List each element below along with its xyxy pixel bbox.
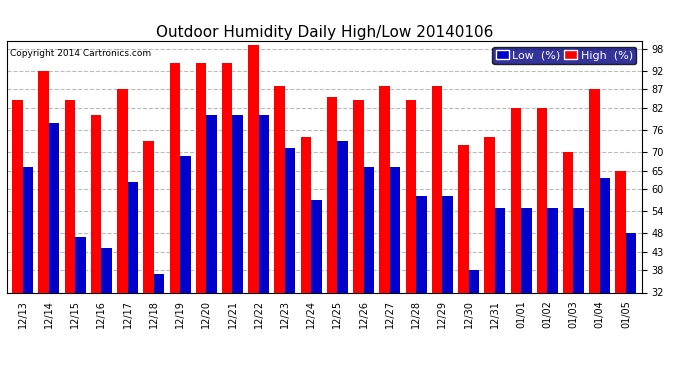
Bar [311, 200, 322, 292]
Bar [91, 115, 101, 292]
Bar [49, 123, 59, 292]
Bar [170, 63, 180, 292]
Bar [573, 207, 584, 292]
Bar [353, 100, 364, 292]
Title: Outdoor Humidity Daily High/Low 20140106: Outdoor Humidity Daily High/Low 20140106 [156, 25, 493, 40]
Bar [511, 108, 521, 292]
Bar [75, 237, 86, 292]
Bar [600, 178, 610, 292]
Bar [101, 248, 112, 292]
Text: Copyright 2014 Cartronics.com: Copyright 2014 Cartronics.com [10, 49, 151, 58]
Bar [521, 207, 531, 292]
Bar [233, 115, 243, 292]
Bar [615, 171, 626, 292]
Bar [301, 137, 311, 292]
Bar [458, 145, 469, 292]
Legend: Low  (%), High  (%): Low (%), High (%) [493, 47, 636, 64]
Bar [196, 63, 206, 292]
Bar [65, 100, 75, 292]
Bar [469, 270, 479, 292]
Bar [180, 156, 190, 292]
Bar [537, 108, 547, 292]
Bar [589, 89, 600, 292]
Bar [128, 182, 138, 292]
Bar [327, 97, 337, 292]
Bar [248, 45, 259, 292]
Bar [39, 71, 49, 292]
Bar [416, 196, 426, 292]
Bar [380, 86, 390, 292]
Bar [406, 100, 416, 292]
Bar [432, 86, 442, 292]
Bar [154, 274, 164, 292]
Bar [117, 89, 128, 292]
Bar [364, 167, 374, 292]
Bar [144, 141, 154, 292]
Bar [337, 141, 348, 292]
Bar [259, 115, 269, 292]
Bar [285, 148, 295, 292]
Bar [563, 152, 573, 292]
Bar [442, 196, 453, 292]
Bar [206, 115, 217, 292]
Bar [23, 167, 33, 292]
Bar [495, 207, 505, 292]
Bar [12, 100, 23, 292]
Bar [626, 233, 636, 292]
Bar [484, 137, 495, 292]
Bar [275, 86, 285, 292]
Bar [547, 207, 558, 292]
Bar [222, 63, 233, 292]
Bar [390, 167, 400, 292]
